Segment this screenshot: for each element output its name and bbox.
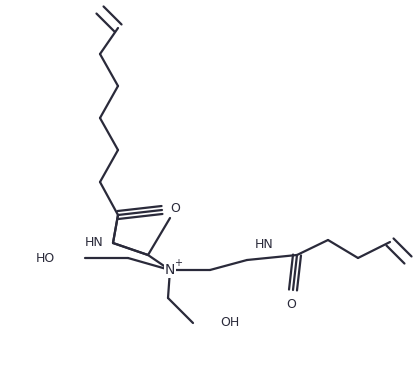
Text: O: O [170, 202, 180, 214]
Text: N: N [165, 263, 175, 277]
Text: HN: HN [255, 239, 274, 251]
Text: HO: HO [36, 251, 55, 265]
Text: +: + [174, 258, 182, 268]
Text: HN: HN [84, 236, 103, 250]
Text: O: O [286, 298, 296, 311]
Text: OH: OH [220, 317, 239, 329]
